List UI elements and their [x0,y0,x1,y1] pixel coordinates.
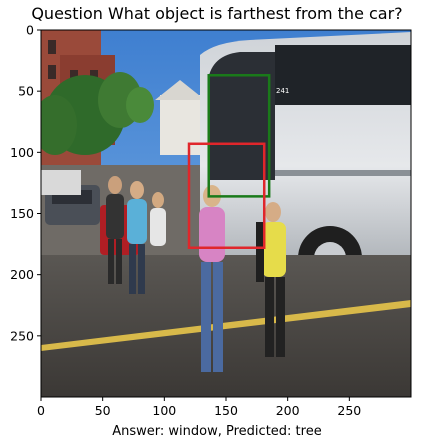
photo: 241 [41,30,411,397]
pedestrians [106,176,286,372]
x-axis: 0 50 100 150 200 250 [37,397,361,418]
y-tick-label: 150 [10,206,34,221]
x-tick-label: 150 [214,403,238,418]
y-tick-label: 200 [10,267,34,282]
green-bounding-box [207,74,271,198]
y-tick: 150 [10,206,41,221]
x-tick: 50 [95,397,111,418]
figure-caption: Answer: window, Predicted: tree [112,424,322,439]
svg-text:241: 241 [276,87,289,95]
x-tick: 100 [152,397,176,418]
y-tick-label: 0 [26,23,34,38]
x-tick: 0 [37,397,45,418]
y-tick-label: 250 [10,328,34,343]
figure-title: Question What object is farthest from th… [31,4,403,23]
y-tick: 100 [10,145,41,160]
y-tick: 250 [10,328,41,343]
x-tick-label: 50 [95,403,111,418]
x-tick: 200 [276,397,300,418]
y-tick: 0 [26,23,41,38]
x-tick-label: 0 [37,403,45,418]
x-tick: 250 [337,397,361,418]
x-tick: 150 [214,397,238,418]
y-tick: 200 [10,267,41,282]
y-tick-label: 50 [18,84,34,99]
y-tick-label: 100 [10,145,34,160]
x-tick-label: 100 [152,403,176,418]
red-bounding-box [187,142,266,250]
x-tick-label: 200 [276,403,300,418]
y-axis: 0 50 100 150 200 250 [10,23,41,343]
x-tick-label: 250 [337,403,361,418]
y-tick: 50 [18,84,41,99]
